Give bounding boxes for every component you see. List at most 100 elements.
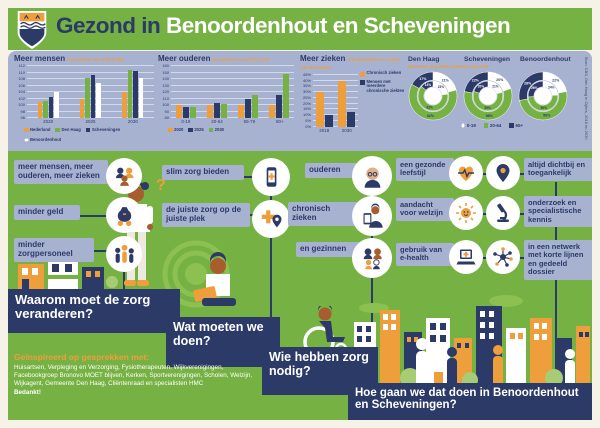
bar-den-haag (127, 69, 133, 119)
svg-text:58%: 58% (486, 114, 494, 118)
legend-item: 2025 (188, 127, 204, 133)
bar-2020 (268, 105, 275, 119)
chart-plot: 80 90 100 110 120 130 140 150 160 (162, 63, 294, 120)
question-box-how: Hoe gaan we dat doen in Benoordenhout en… (348, 383, 592, 420)
donut-legend: 0-19 20-64 65+ (408, 123, 576, 128)
bar-2030 (282, 73, 289, 119)
bar-group (338, 80, 356, 127)
pin-cross-icon (252, 200, 290, 238)
bar-group (207, 103, 228, 119)
gridline (171, 84, 294, 86)
bar-2025 (244, 98, 251, 119)
connector-line (270, 238, 272, 317)
legend-swatch (360, 80, 365, 85)
legend-label: Scheveningen (91, 127, 121, 133)
gridline (171, 65, 294, 67)
x-axis-labels: 2018 2030 (313, 128, 358, 133)
flow-diagram: ? (8, 151, 592, 420)
y-tick-label: 100 (162, 102, 169, 108)
approach-box-onderzoek: onderzoek en specialistische kennis (524, 196, 592, 228)
legend-item: Nederland (24, 127, 50, 132)
bar-2030 (190, 106, 197, 119)
legend-item: 65+ (509, 123, 523, 128)
x-tick-label: 2030 (127, 119, 138, 125)
bar-den-haag (85, 77, 90, 119)
bar-groups (313, 75, 358, 127)
svg-text:50%: 50% (541, 106, 548, 110)
gridline (27, 117, 154, 119)
question-box-who: Wie hebben zorg nodig? (262, 347, 378, 395)
connector-line (481, 257, 488, 259)
svg-text:59%: 59% (484, 106, 491, 110)
svg-text:17%: 17% (419, 77, 427, 81)
x-tick-label: 2020 (43, 119, 54, 125)
connector-line (518, 257, 526, 259)
gridline (313, 120, 358, 122)
legend-label: Mensen met meerdere chronische ziekten (366, 78, 405, 94)
approach-box-leefstijl: een gezonde leefstijl (396, 158, 454, 181)
legend-swatch (24, 127, 29, 133)
donut-title: Den Haag (408, 56, 440, 63)
bar-group (315, 92, 333, 127)
bar-groups (27, 66, 154, 119)
legend-label: 2025 (194, 127, 204, 133)
y-tick-label: 20% (302, 100, 311, 106)
bar-group (79, 74, 101, 119)
problem-box-meer-mensen: meer mensen, meer ouderen, meer zieken (14, 160, 108, 184)
chart-meer-ouderen: Meer ouderen ten opzichte van 2020 (=100)… (158, 54, 294, 147)
y-tick-label: 140 (162, 76, 169, 82)
y-tick-label: 150 (162, 69, 169, 75)
bar-den-haag (43, 100, 48, 119)
connector-line (68, 215, 108, 217)
bar-scheveningen (48, 97, 54, 119)
legend-label: 2020 (174, 127, 184, 133)
legend-swatch (483, 123, 489, 128)
y-tick-label: 90 (164, 108, 169, 114)
svg-text:50%: 50% (543, 114, 551, 118)
bar-chronisch-zieken (315, 92, 324, 127)
chart-meer-zieken: Meer zieken% Nederlanders in contact met… (300, 54, 406, 147)
bar-group (122, 69, 144, 119)
bar-nederland (122, 92, 127, 119)
legend-swatch (55, 127, 60, 133)
legend-item: Chronisch zieken (360, 70, 406, 77)
y-tick-label: 104 (18, 89, 25, 95)
x-tick-label: 0-19 (181, 119, 191, 125)
svg-text:63%: 63% (426, 106, 433, 110)
y-tick-label: 80 (164, 115, 169, 121)
donut-subtitle: Binnenste ring 2020, buitenste ring 2030 (408, 64, 489, 69)
x-tick-label: 2025 (85, 119, 96, 125)
legend-swatch (460, 123, 466, 128)
connector-line (518, 213, 526, 215)
stats-panel: Meer mensen ten opzichte van 2018 (=100) 9… (8, 51, 592, 151)
approach-box-welzijn: aandacht voor welzijn (396, 198, 454, 221)
chart-title: Meer mensen ten opzichte van 2018 (=100) (14, 54, 154, 63)
y-tick-label: 160 (162, 63, 169, 69)
svg-text:14%: 14% (425, 83, 432, 87)
credits-title: Geïnspireerd op gesprekken met: (14, 352, 150, 362)
gridline (27, 104, 154, 106)
bar-groups (171, 66, 294, 119)
chart-title-text: Meer zieken (300, 54, 346, 63)
laptop-person-illustration (162, 240, 236, 308)
x-axis-labels: 0-19 20-64 65-79 80+ (171, 119, 294, 124)
bar-mensen-met-meerdere-chronische-ziekten (347, 111, 356, 127)
svg-text:23%: 23% (438, 85, 445, 89)
location-pin-icon (486, 156, 520, 190)
chart-legend: Chronisch zieken Mensen met meerdere chro… (360, 70, 406, 94)
y-tick-label: 100 (18, 102, 25, 108)
sun-icon (449, 196, 483, 230)
legend-item: 2030 (208, 127, 224, 132)
y-tick-label: 0% (305, 123, 311, 129)
den-haag-shield-icon (17, 10, 47, 50)
bar-nederland (37, 102, 43, 119)
gridline (171, 110, 294, 112)
svg-text:28%: 28% (524, 81, 532, 85)
gridline (171, 91, 294, 93)
y-tick-label: 106 (18, 82, 25, 88)
legend-label: 65+ (515, 123, 524, 128)
chart-meer-mensen: Meer mensen ten opzichte van 2018 (=100) 9… (14, 54, 154, 147)
approach-box-dichtbij: altijd dichtbij en toegankelijk (524, 158, 592, 181)
connector-line (481, 173, 488, 175)
